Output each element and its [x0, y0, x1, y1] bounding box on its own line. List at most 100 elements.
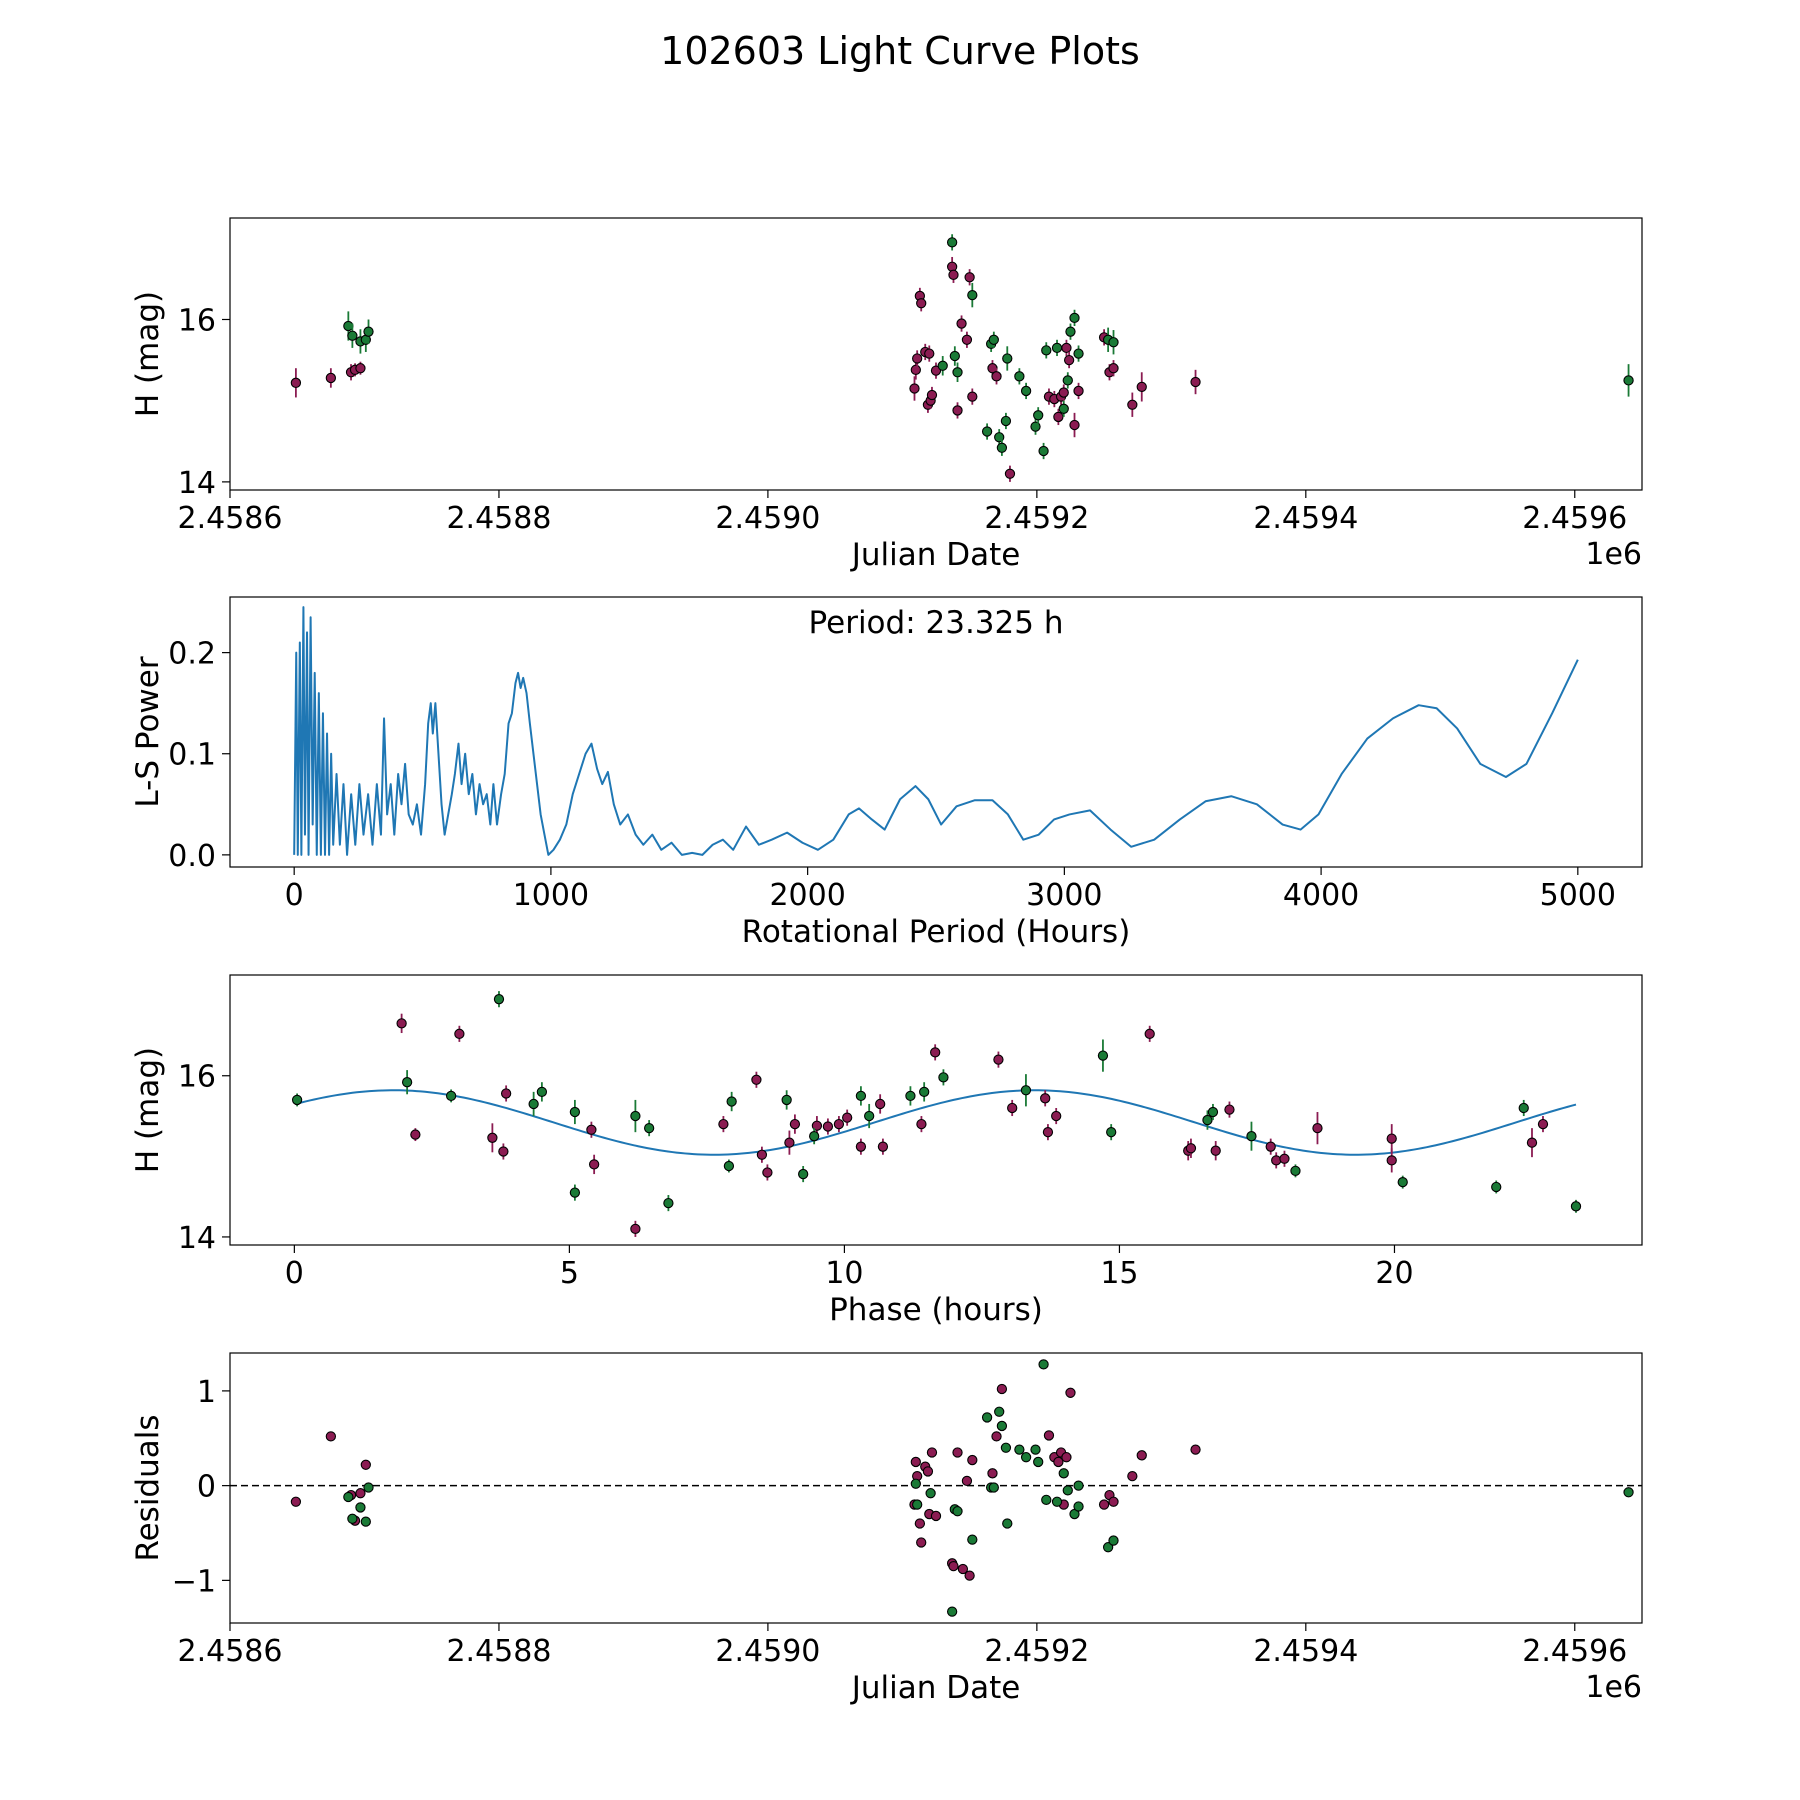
data-point-green — [1491, 1181, 1502, 1193]
data-point-purple — [1061, 342, 1072, 354]
data-point-green — [363, 326, 374, 337]
data-point-green — [1102, 1542, 1114, 1553]
data-point-purple — [948, 1561, 959, 1572]
x-tick-label: 4000 — [1283, 878, 1359, 913]
data-point-purple — [912, 353, 923, 364]
x-tick-label: 5000 — [1540, 878, 1616, 913]
data-point-purple — [718, 1118, 729, 1130]
x-axis-label: Julian Date — [850, 537, 1021, 573]
data-point-green — [355, 1502, 366, 1513]
data-point-purple — [290, 1496, 302, 1507]
x-tick-label: 15 — [1100, 1256, 1138, 1291]
x-tick-label: 2.4596 — [1522, 501, 1627, 536]
periodogram-line — [293, 606, 1579, 856]
x-tick-label: 2.4588 — [446, 1634, 551, 1669]
data-point-green — [925, 1488, 936, 1499]
data-point-green — [360, 1516, 371, 1527]
data-point-green — [1073, 1501, 1084, 1512]
data-point-purple — [1185, 1143, 1197, 1154]
data-point-purple — [1386, 1155, 1397, 1166]
data-point-green — [1106, 1127, 1117, 1138]
data-point-purple — [789, 1118, 801, 1130]
data-point-green — [1041, 1494, 1052, 1505]
data-point-purple — [1279, 1153, 1290, 1164]
y-axis-label: H (mag) — [130, 1047, 166, 1173]
data-point-green — [1065, 326, 1076, 337]
x-axis-label: Rotational Period (Hours) — [742, 914, 1131, 950]
data-point-green — [938, 1072, 949, 1083]
data-point-purple — [1073, 385, 1084, 397]
data-point-green — [1014, 1444, 1025, 1455]
axes-frame — [229, 1352, 1643, 1624]
data-point-green — [967, 289, 978, 301]
x-tick-label: 2.4590 — [715, 501, 820, 536]
data-point-purple — [1042, 1127, 1054, 1138]
data-point-purple — [762, 1167, 773, 1178]
data-point-purple — [1065, 1387, 1076, 1398]
y-tick-label: 14 — [178, 466, 216, 501]
data-point-green — [912, 1499, 923, 1510]
data-point-purple — [924, 348, 935, 359]
data-point-green — [996, 442, 1008, 453]
data-point-purple — [991, 1431, 1002, 1442]
data-point-purple — [842, 1112, 853, 1123]
data-point-purple — [1526, 1137, 1538, 1148]
data-point-green — [1073, 348, 1084, 359]
data-point-green — [1033, 1456, 1044, 1468]
data-point-green — [1000, 415, 1012, 427]
data-point-green — [643, 1122, 655, 1134]
x-tick-label: 2.4594 — [1253, 501, 1358, 536]
data-point-purple — [751, 1074, 762, 1085]
x-tick-label: 2.4592 — [984, 1634, 1089, 1669]
data-point-green — [946, 1606, 958, 1617]
y-axis-label: L-S Power — [130, 656, 166, 807]
data-point-purple — [454, 1028, 465, 1039]
data-point-green — [1246, 1131, 1257, 1142]
data-point-purple — [1007, 1102, 1018, 1114]
x-tick-label: 1000 — [513, 878, 589, 913]
data-point-green — [967, 1534, 978, 1545]
x-tick-label: 2000 — [769, 878, 845, 913]
data-point-purple — [964, 272, 975, 283]
data-point-purple — [1040, 1093, 1051, 1104]
data-point-purple — [1098, 1499, 1110, 1510]
data-point-green — [1290, 1165, 1301, 1177]
x-axis-label: Phase (hours) — [829, 1292, 1043, 1328]
data-point-green — [291, 1094, 303, 1106]
data-point-green — [946, 237, 958, 248]
x-tick-label: 3000 — [1026, 878, 1102, 913]
data-point-green — [1062, 375, 1073, 386]
x-tick-label: 2.4596 — [1522, 1634, 1627, 1669]
data-point-purple — [1537, 1118, 1549, 1130]
data-point-green — [630, 1110, 641, 1122]
data-point-purple — [355, 1488, 366, 1499]
x-tick-label: 0 — [285, 1256, 304, 1291]
y-tick-label: 16 — [178, 303, 216, 338]
data-point-purple — [1058, 387, 1069, 398]
data-point-purple — [1051, 1110, 1062, 1122]
data-point-green — [1397, 1176, 1408, 1188]
data-point-purple — [1136, 381, 1147, 393]
data-point-green — [1058, 1468, 1069, 1479]
y-axis-label: Residuals — [130, 1414, 166, 1561]
data-point-green — [1020, 385, 1032, 397]
y-tick-label: 16 — [178, 1060, 216, 1095]
plot-area-p3 — [291, 991, 1582, 1237]
data-point-purple — [1386, 1133, 1397, 1144]
data-point-green — [1038, 1359, 1049, 1370]
y-axis-label: H (mag) — [130, 291, 166, 417]
data-point-purple — [1312, 1122, 1323, 1134]
y-tick-label: 1 — [197, 1375, 216, 1410]
data-point-purple — [1224, 1104, 1235, 1115]
x-tick-label: 2.4586 — [178, 1634, 283, 1669]
data-point-purple — [1043, 1430, 1055, 1441]
data-point-green — [1030, 421, 1041, 432]
plot-area-p2 — [293, 606, 1579, 856]
data-point-purple — [916, 1118, 927, 1130]
data-point-purple — [875, 1098, 886, 1110]
axes-frame — [229, 217, 1643, 491]
data-point-green — [981, 1412, 993, 1423]
data-point-purple — [756, 1149, 768, 1160]
